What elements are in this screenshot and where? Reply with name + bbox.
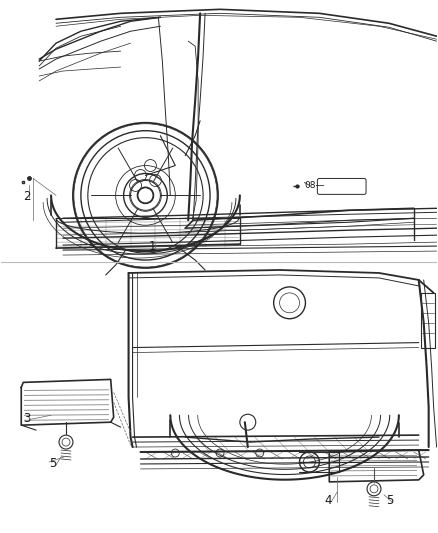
- Text: 3: 3: [23, 412, 31, 425]
- Text: 08—: 08—: [304, 181, 325, 190]
- Text: 1: 1: [148, 240, 156, 253]
- Text: 4: 4: [324, 494, 332, 507]
- Text: 2: 2: [23, 190, 31, 204]
- Text: 5: 5: [386, 494, 393, 507]
- Bar: [421, 293, 434, 348]
- Text: 5: 5: [49, 457, 57, 470]
